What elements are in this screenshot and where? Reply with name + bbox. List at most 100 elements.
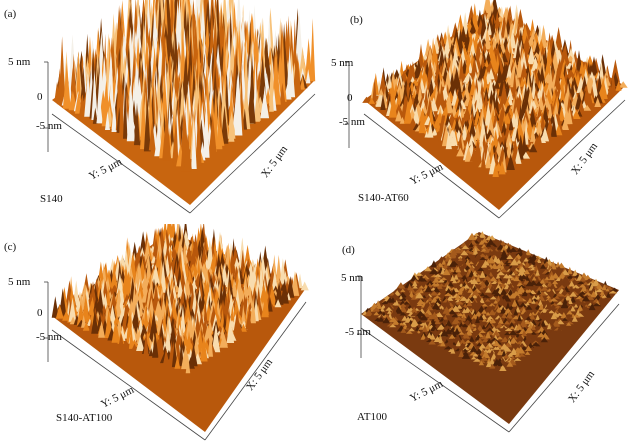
surface-peak: [305, 69, 311, 84]
surface-peak: [505, 301, 511, 309]
surface-peak: [55, 304, 64, 319]
surface-peak: [412, 280, 418, 287]
surface-peak: [517, 288, 523, 295]
surface-peak: [136, 335, 145, 351]
surface-peak: [408, 290, 415, 298]
surface-peak: [571, 279, 578, 283]
surface-peak: [219, 332, 228, 348]
surface-peak: [420, 331, 428, 337]
surface-peak: [208, 113, 217, 155]
surface-peak: [191, 115, 197, 169]
surface-peak: [441, 259, 447, 265]
surface-peak: [434, 318, 441, 324]
surface-peak: [570, 305, 576, 312]
surface-peak: [512, 282, 519, 289]
surface-peak: [474, 348, 484, 354]
surface-peak: [480, 282, 488, 289]
surface-peak: [403, 99, 413, 124]
surface-peak: [499, 81, 509, 106]
surface-peak: [163, 348, 170, 364]
surface-peak: [429, 322, 437, 326]
z-tick-top: 5 nm: [331, 57, 354, 69]
surface-peak: [119, 70, 125, 136]
surface-peak: [470, 274, 477, 280]
surface-peak: [499, 268, 508, 273]
sample-name: S140-AT100: [56, 412, 113, 424]
surface-peak: [506, 277, 512, 285]
surface-peak: [415, 272, 423, 276]
surface-peak: [522, 109, 530, 124]
surface-peak: [500, 306, 507, 314]
surface-peak: [493, 299, 499, 304]
surface-peak: [426, 278, 435, 282]
surface-peak: [275, 254, 282, 282]
surface-peak: [525, 301, 530, 306]
surface-peak: [455, 271, 463, 278]
surface-peak: [406, 321, 413, 329]
surface-peak: [561, 117, 569, 130]
surface-peak: [410, 300, 416, 305]
surface-peak: [530, 285, 539, 290]
surface-peak: [396, 282, 406, 289]
surface-peak: [583, 104, 592, 111]
surface-peak: [479, 329, 486, 333]
surface-peak: [508, 117, 514, 131]
surface-peak: [423, 302, 429, 309]
surface-peak: [300, 281, 309, 291]
surface-peak: [81, 314, 87, 328]
surface-peak: [376, 302, 382, 309]
surface-peak: [589, 291, 598, 298]
surface-peak: [498, 160, 506, 175]
surface-peak: [525, 304, 533, 310]
surface-peak: [488, 303, 496, 307]
surface-peak: [578, 289, 586, 294]
surface-peak: [486, 338, 493, 343]
surface-peak: [128, 326, 134, 349]
surface-peak: [447, 281, 454, 287]
surface-peak: [513, 276, 521, 282]
surface-peak: [482, 72, 489, 93]
surface-peak: [200, 334, 208, 362]
surface-peak: [450, 128, 458, 146]
surface-peak: [428, 339, 436, 345]
surface-peak: [517, 274, 524, 282]
surface-peak: [487, 256, 496, 264]
surface-peak: [428, 105, 434, 122]
surface-peak: [560, 288, 569, 296]
surface-peak: [547, 319, 556, 324]
surface-spikes: [362, 231, 619, 371]
surface-peak: [505, 262, 510, 267]
surface-peak: [390, 308, 399, 316]
surface-peak: [565, 321, 574, 325]
surface-peak: [461, 323, 469, 328]
surface-peak: [485, 311, 491, 316]
surface-peak: [500, 288, 508, 295]
surface-peak: [566, 69, 576, 77]
surface-peak: [498, 260, 505, 265]
surface-peak: [390, 293, 400, 299]
surface-peak: [540, 261, 546, 266]
surface-peak: [556, 301, 565, 305]
y-axis-line: [51, 329, 206, 441]
surface-peak: [420, 333, 427, 340]
surface-peak: [472, 328, 482, 335]
surface-peak: [479, 270, 486, 278]
surface-peak: [521, 329, 527, 336]
surface-peak: [431, 127, 438, 136]
surface-peak: [228, 81, 235, 129]
surface-peak: [495, 300, 504, 306]
surface-peak: [594, 91, 603, 104]
surface-peak: [274, 299, 282, 308]
surface-peak: [564, 313, 574, 318]
surface-peak: [240, 323, 247, 332]
surface-peak: [550, 312, 558, 320]
surface-peak: [536, 258, 542, 263]
surface-peak: [579, 276, 586, 282]
surface-peak: [534, 300, 540, 305]
surface-peak: [461, 122, 468, 141]
surface-peak: [516, 334, 525, 341]
surface-peak: [461, 287, 468, 295]
surface-peak: [133, 15, 143, 61]
surface-peak: [472, 244, 478, 248]
surface-peak: [527, 46, 536, 65]
